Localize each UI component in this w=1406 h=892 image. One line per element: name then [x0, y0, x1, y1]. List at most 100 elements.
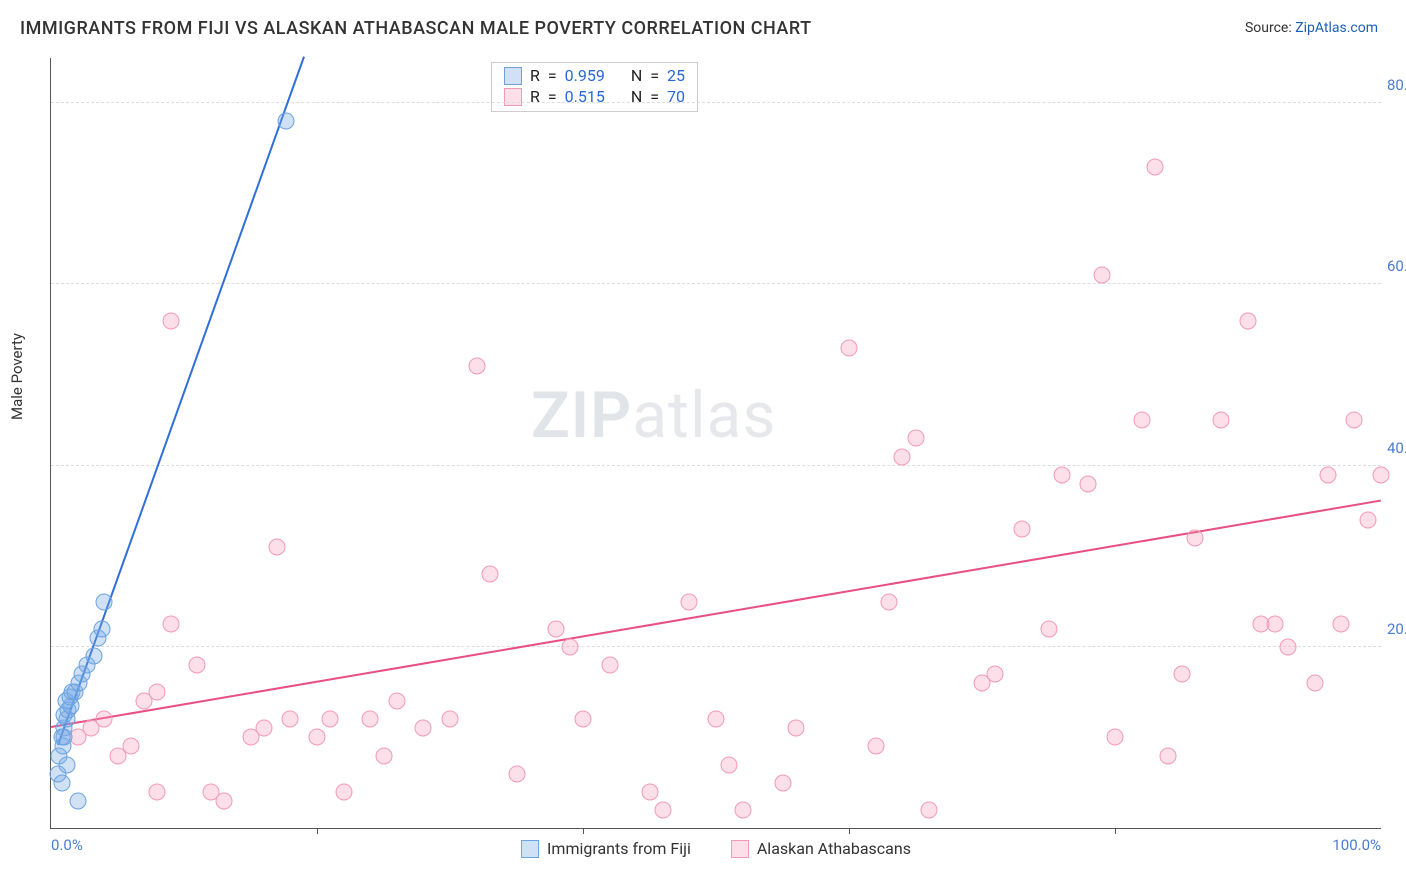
data-point-athabascan: [149, 783, 166, 800]
data-point-athabascan: [481, 566, 498, 583]
data-point-athabascan: [1080, 475, 1097, 492]
x-tick-mark: [1115, 828, 1116, 834]
data-point-athabascan: [322, 711, 339, 728]
data-point-athabascan: [1053, 466, 1070, 483]
data-point-fiji: [93, 620, 110, 637]
data-point-athabascan: [1186, 530, 1203, 547]
data-point-athabascan: [681, 593, 698, 610]
source-prefix: Source:: [1245, 20, 1295, 36]
chart-title: IMMIGRANTS FROM FIJI VS ALASKAN ATHABASC…: [20, 18, 812, 39]
legend-swatch-fiji: [521, 840, 539, 858]
data-point-athabascan: [894, 448, 911, 465]
data-point-athabascan: [282, 711, 299, 728]
data-point-athabascan: [841, 339, 858, 356]
data-point-athabascan: [415, 720, 432, 737]
watermark: ZIPatlas: [531, 378, 776, 453]
data-point-athabascan: [774, 774, 791, 791]
data-point-athabascan: [1213, 412, 1230, 429]
y-tick-label: 80.0%: [1387, 76, 1406, 94]
data-point-athabascan: [1107, 729, 1124, 746]
gridline-y: [51, 102, 1381, 103]
data-point-athabascan: [1013, 521, 1030, 538]
y-tick-label: 60.0%: [1387, 257, 1406, 275]
stat-row-fiji: R = 0.959 N = 25: [504, 65, 685, 86]
data-point-athabascan: [442, 711, 459, 728]
legend-item-fiji: Immigrants from Fiji: [521, 839, 691, 858]
stat-eq: =: [548, 66, 557, 85]
x-tick-label: 0.0%: [51, 836, 83, 854]
data-point-athabascan: [920, 801, 937, 818]
series-legend: Immigrants from Fiji Alaskan Athabascans: [521, 839, 911, 858]
stat-eq2: =: [650, 66, 659, 85]
gridline-y: [51, 465, 1381, 466]
data-point-athabascan: [362, 711, 379, 728]
data-point-athabascan: [721, 756, 738, 773]
data-point-fiji: [96, 593, 113, 610]
data-point-fiji: [53, 774, 70, 791]
source-attribution: Source: ZipAtlas.com: [1245, 20, 1378, 36]
data-point-athabascan: [375, 747, 392, 764]
data-point-athabascan: [1133, 412, 1150, 429]
x-tick-mark: [317, 828, 318, 834]
data-point-fiji: [85, 647, 102, 664]
source-link[interactable]: ZipAtlas.com: [1295, 20, 1378, 36]
data-point-athabascan: [654, 801, 671, 818]
stat-n-fiji: 25: [667, 66, 685, 85]
data-point-athabascan: [1160, 747, 1177, 764]
data-point-athabascan: [255, 720, 272, 737]
data-point-athabascan: [1333, 616, 1350, 633]
watermark-zip: ZIP: [531, 378, 632, 453]
data-point-athabascan: [1359, 512, 1376, 529]
data-point-athabascan: [1306, 675, 1323, 692]
data-point-athabascan: [335, 783, 352, 800]
data-point-athabascan: [149, 684, 166, 701]
scatter-plot-area: ZIPatlas R = 0.959 N = 25 R = 0.515 N = …: [50, 58, 1381, 829]
stat-r-label: R: [530, 66, 540, 85]
data-point-athabascan: [987, 666, 1004, 683]
data-point-athabascan: [1346, 412, 1363, 429]
legend-label-athabascan: Alaskan Athabascans: [757, 839, 911, 858]
data-point-athabascan: [388, 693, 405, 710]
legend-label-fiji: Immigrants from Fiji: [547, 839, 691, 858]
data-point-athabascan: [867, 738, 884, 755]
stat-row-athabascan: R = 0.515 N = 70: [504, 86, 685, 107]
data-point-athabascan: [1266, 616, 1283, 633]
data-point-athabascan: [641, 783, 658, 800]
data-point-athabascan: [215, 792, 232, 809]
data-point-athabascan: [269, 539, 286, 556]
trendline-athabascan: [51, 500, 1381, 728]
gridline-y: [51, 283, 1381, 284]
data-point-fiji: [56, 729, 73, 746]
data-point-fiji: [69, 792, 86, 809]
data-point-athabascan: [309, 729, 326, 746]
data-point-athabascan: [1373, 466, 1390, 483]
swatch-fiji: [504, 67, 522, 85]
data-point-athabascan: [708, 711, 725, 728]
data-point-athabascan: [508, 765, 525, 782]
data-point-athabascan: [601, 656, 618, 673]
data-point-athabascan: [1240, 312, 1257, 329]
data-point-athabascan: [1093, 267, 1110, 284]
x-tick-mark: [849, 828, 850, 834]
data-point-athabascan: [162, 312, 179, 329]
x-tick-label: 100.0%: [1332, 836, 1381, 854]
correlation-stats-box: R = 0.959 N = 25 R = 0.515 N = 70: [491, 62, 698, 112]
data-point-athabascan: [734, 801, 751, 818]
data-point-athabascan: [1040, 620, 1057, 637]
data-point-athabascan: [548, 620, 565, 637]
y-tick-label: 20.0%: [1387, 620, 1406, 638]
legend-item-athabascan: Alaskan Athabascans: [731, 839, 911, 858]
data-point-athabascan: [96, 711, 113, 728]
data-point-fiji: [278, 113, 295, 130]
data-point-athabascan: [189, 656, 206, 673]
data-point-athabascan: [1319, 466, 1336, 483]
data-point-athabascan: [122, 738, 139, 755]
data-point-athabascan: [880, 593, 897, 610]
stat-n-label: N: [631, 66, 642, 85]
data-point-athabascan: [907, 430, 924, 447]
data-point-fiji: [58, 756, 75, 773]
y-tick-label: 40.0%: [1387, 439, 1406, 457]
data-point-athabascan: [1146, 158, 1163, 175]
data-point-athabascan: [561, 638, 578, 655]
data-point-athabascan: [575, 711, 592, 728]
